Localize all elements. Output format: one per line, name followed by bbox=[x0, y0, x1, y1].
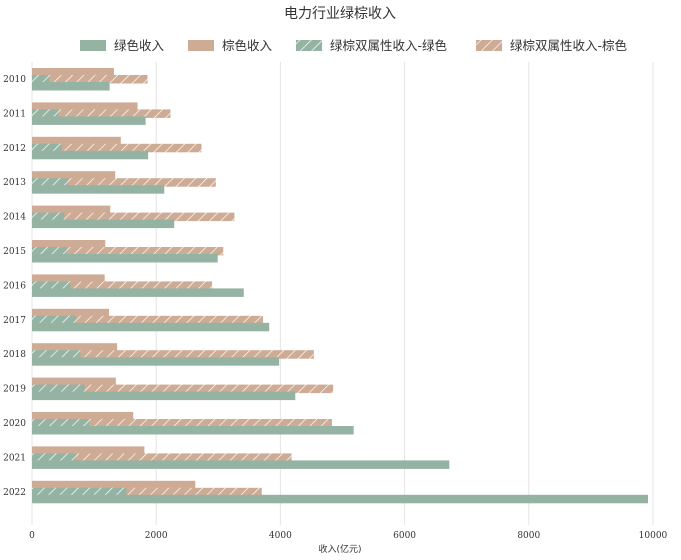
x-tick-label: 8000 bbox=[517, 531, 540, 541]
bar-dual-attribute-green bbox=[32, 178, 69, 187]
legend-item: 绿棕双属性收入-绿色 bbox=[296, 38, 448, 53]
bar-dual-attribute-green bbox=[32, 315, 77, 325]
bar-green-revenue bbox=[32, 185, 165, 194]
y-tick-label: 2013 bbox=[3, 178, 26, 188]
bar-green-revenue bbox=[32, 254, 218, 263]
bar-dual-attribute-brown bbox=[32, 75, 148, 84]
bar-dual-attribute-green bbox=[32, 281, 71, 290]
bar-dual-attribute-brown bbox=[32, 487, 262, 497]
legend-item: 棕色收入 bbox=[188, 38, 273, 53]
bar-dual-attribute-brown bbox=[32, 281, 213, 290]
y-tick-label: 2015 bbox=[3, 247, 26, 257]
bar-dual-attribute-brown bbox=[32, 419, 332, 428]
legend-label: 绿色收入 bbox=[114, 38, 165, 53]
bar-green-revenue bbox=[32, 322, 270, 332]
y-tick-label: 2016 bbox=[3, 281, 26, 291]
bar-brown-revenue bbox=[32, 205, 111, 215]
y-tick-label: 2018 bbox=[3, 350, 26, 360]
y-tick-label: 2014 bbox=[3, 213, 26, 223]
y-tick-label: 2022 bbox=[3, 488, 26, 498]
bar-green-revenue bbox=[32, 494, 648, 504]
bar-dual-attribute-brown bbox=[32, 143, 202, 153]
y-tick-label: 2017 bbox=[3, 316, 26, 326]
bar-brown-revenue bbox=[32, 171, 116, 180]
bar-dual-attribute-green bbox=[32, 247, 67, 256]
chart-title: 电力行业绿棕收入 bbox=[284, 6, 396, 22]
x-tick-label: 4000 bbox=[269, 531, 292, 541]
bar-brown-revenue bbox=[32, 68, 114, 77]
bar-brown-revenue bbox=[32, 274, 105, 283]
bar-dual-attribute-green bbox=[32, 350, 81, 359]
bar-dual-attribute-green bbox=[32, 453, 76, 462]
legend-swatch bbox=[296, 40, 322, 51]
bar-brown-revenue bbox=[32, 240, 106, 249]
chart-bars bbox=[32, 68, 648, 504]
legend-label: 棕色收入 bbox=[222, 38, 273, 53]
bar-dual-attribute-brown bbox=[32, 212, 235, 222]
y-tick-label: 2021 bbox=[3, 453, 26, 463]
bar-dual-attribute-brown bbox=[32, 453, 292, 462]
legend-swatch bbox=[80, 40, 106, 51]
bar-green-revenue bbox=[32, 219, 175, 229]
bar-green-revenue bbox=[32, 460, 450, 469]
x-tick-label: 2000 bbox=[145, 531, 168, 541]
x-tick-label: 0 bbox=[29, 531, 35, 541]
bar-dual-attribute-brown bbox=[32, 247, 224, 256]
legend-swatch bbox=[188, 40, 214, 51]
y-tick-label: 2011 bbox=[3, 109, 26, 119]
bar-dual-attribute-green bbox=[32, 75, 50, 84]
bar-brown-revenue bbox=[32, 446, 145, 455]
bar-green-revenue bbox=[32, 150, 149, 160]
x-tick-label: 10000 bbox=[639, 531, 668, 541]
bar-green-revenue bbox=[32, 357, 280, 366]
bar-dual-attribute-green bbox=[32, 143, 62, 153]
y-tick-label: 2019 bbox=[3, 385, 26, 395]
bar-dual-attribute-green bbox=[32, 212, 65, 222]
x-tick-label: 6000 bbox=[393, 531, 416, 541]
y-axis-tick-labels: 2010 2011 2012 2013 2014 2015 2016 2017 2018 2019… bbox=[3, 75, 26, 498]
bar-brown-revenue bbox=[32, 480, 196, 490]
legend-item: 绿色收入 bbox=[80, 38, 165, 53]
legend-item: 绿棕双属性收入-棕色 bbox=[476, 38, 628, 53]
x-axis-label: 收入(亿元) bbox=[318, 543, 361, 555]
bar-brown-revenue bbox=[32, 377, 116, 387]
bar-brown-revenue bbox=[32, 412, 134, 421]
legend-swatch bbox=[476, 40, 502, 51]
bar-dual-attribute-brown bbox=[32, 178, 216, 187]
bar-dual-attribute-brown bbox=[32, 109, 171, 118]
bar-dual-attribute-brown bbox=[32, 384, 334, 394]
bar-green-revenue bbox=[32, 288, 244, 297]
legend-label: 绿棕双属性收入-绿色 bbox=[330, 38, 448, 53]
chart-legend: 绿色收入 棕色收入 绿棕双属性收入-绿色 绿棕双属性收入-棕色 bbox=[80, 38, 628, 53]
bar-dual-attribute-green bbox=[32, 384, 85, 394]
y-tick-label: 2012 bbox=[3, 144, 26, 154]
legend-label: 绿棕双属性收入-棕色 bbox=[510, 38, 628, 53]
bar-dual-attribute-brown bbox=[32, 315, 263, 325]
y-tick-label: 2010 bbox=[3, 75, 26, 85]
bar-green-revenue bbox=[32, 426, 354, 435]
bar-green-revenue bbox=[32, 391, 296, 401]
bar-brown-revenue bbox=[32, 136, 121, 146]
bar-green-revenue bbox=[32, 82, 110, 91]
bar-dual-attribute-brown bbox=[32, 350, 314, 359]
bar-green-revenue bbox=[32, 116, 146, 125]
bar-brown-revenue bbox=[32, 102, 138, 111]
bar-brown-revenue bbox=[32, 308, 109, 318]
bar-dual-attribute-green bbox=[32, 109, 59, 118]
x-axis-tick-labels: 0 2000 4000 6000 8000 10000 bbox=[29, 531, 667, 541]
bar-dual-attribute-green bbox=[32, 419, 90, 428]
bar-dual-attribute-green bbox=[32, 487, 127, 497]
bar-brown-revenue bbox=[32, 343, 118, 352]
y-tick-label: 2020 bbox=[3, 419, 26, 429]
